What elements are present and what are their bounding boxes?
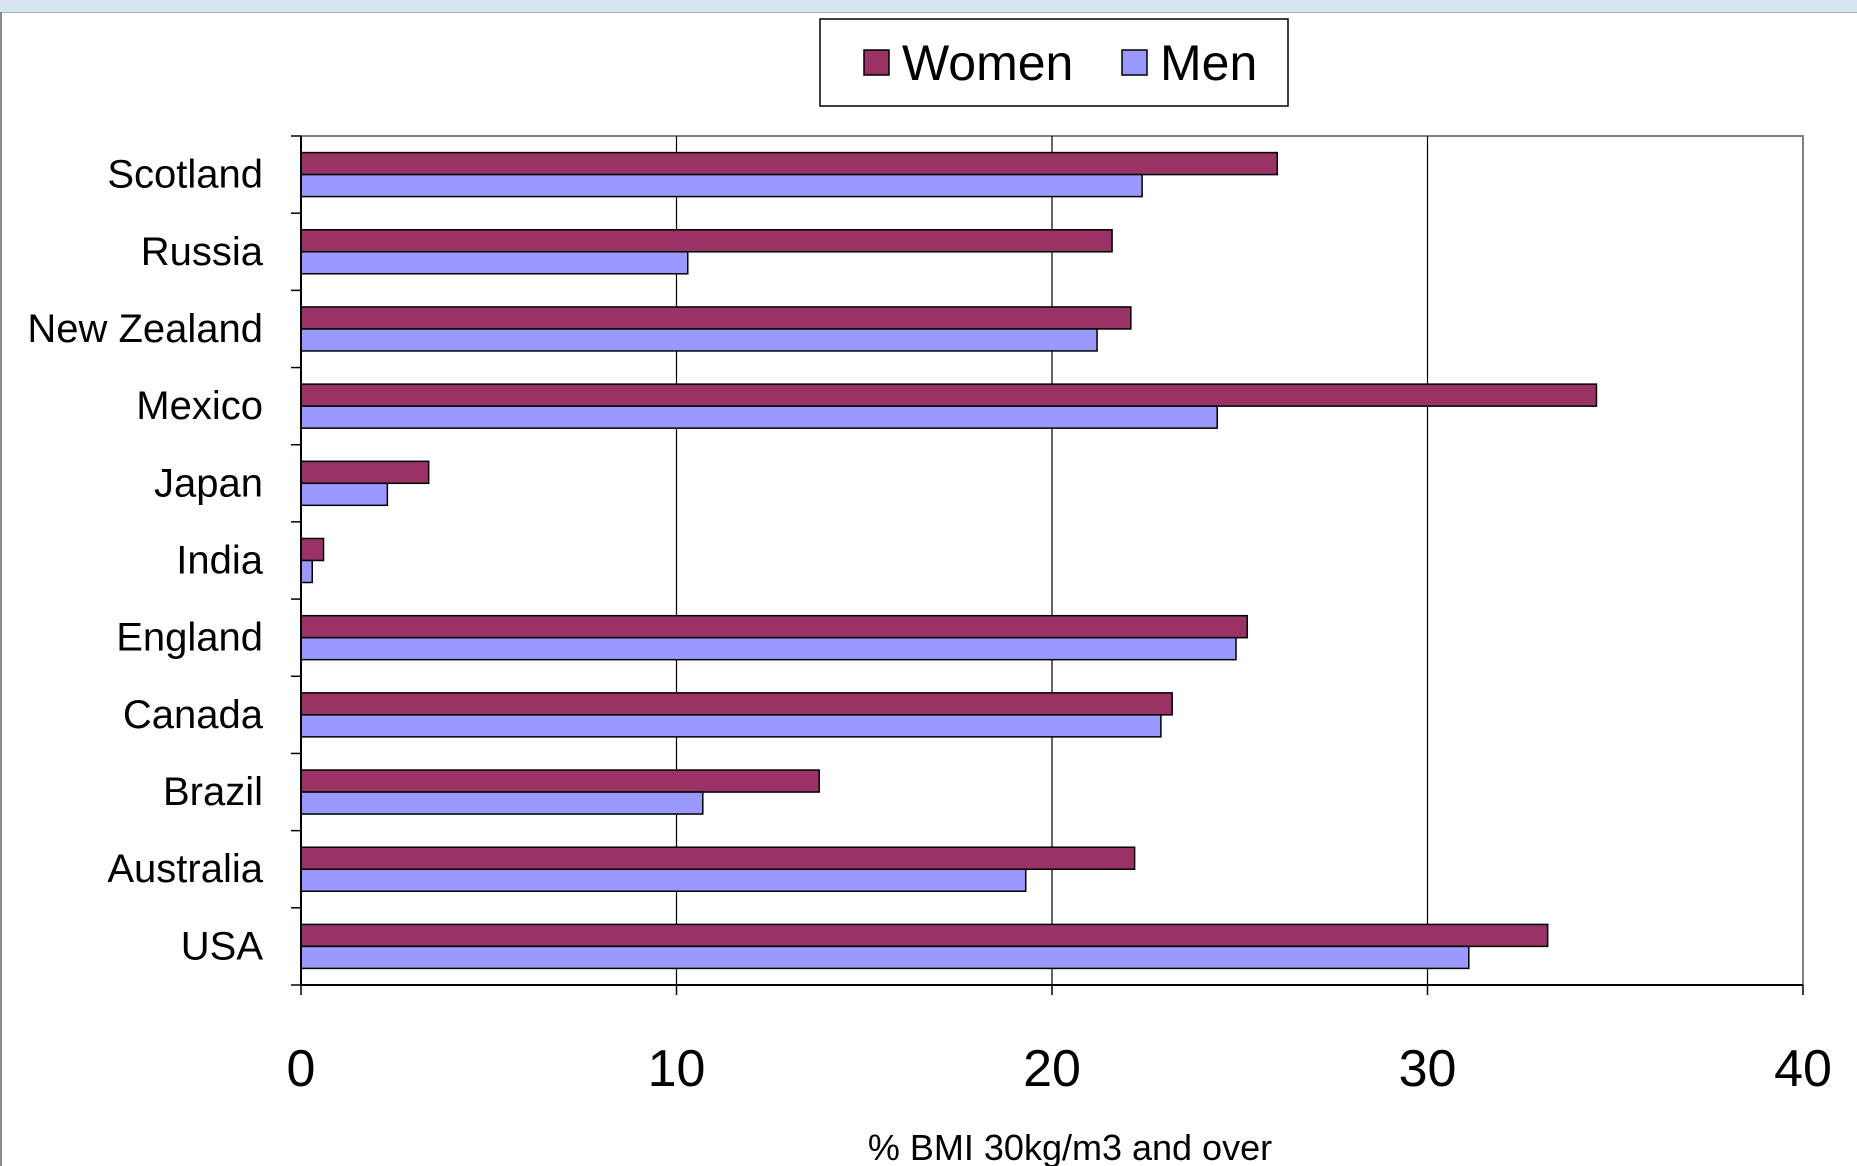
x-tick-label-30: 30 xyxy=(1399,1040,1457,1098)
bar-england-women xyxy=(300,614,1249,639)
bar-scotland-women xyxy=(300,151,1279,176)
bar-new-zealand-women xyxy=(300,306,1132,330)
x-tick-label-10: 10 xyxy=(648,1040,706,1098)
bar-russia-women xyxy=(300,229,1113,253)
category-label-scotland: Scotland xyxy=(107,153,263,197)
bar-brazil-women xyxy=(300,769,820,793)
bar-usa-men xyxy=(300,945,1470,970)
legend-swatch-women xyxy=(863,49,890,76)
category-label-australia: Australia xyxy=(107,847,263,891)
axes xyxy=(291,135,1804,995)
bar-mexico-women xyxy=(300,383,1598,407)
category-label-canada: Canada xyxy=(123,693,264,737)
bar-england-men xyxy=(300,636,1237,661)
category-label-russia: Russia xyxy=(141,230,264,274)
legend-label-women: Women xyxy=(902,35,1073,91)
bar-canada-men xyxy=(300,714,1162,738)
category-label-brazil: Brazil xyxy=(163,770,263,814)
chart-frame xyxy=(0,12,1857,1166)
legend: Women Men xyxy=(819,18,1289,107)
bar-russia-men xyxy=(300,251,689,275)
bar-scotland-men xyxy=(300,173,1143,198)
bar-australia-women xyxy=(300,846,1136,870)
x-tick-label-0: 0 xyxy=(287,1040,316,1098)
category-label-mexico: Mexico xyxy=(136,384,263,428)
bars xyxy=(300,151,1598,970)
legend-swatch-men xyxy=(1121,49,1148,76)
category-label-england: England xyxy=(116,616,263,660)
legend-box xyxy=(819,18,1289,107)
bar-new-zealand-men xyxy=(300,328,1098,352)
bar-japan-women xyxy=(300,460,430,485)
bar-canada-women xyxy=(300,692,1173,716)
legend-label-men: Men xyxy=(1160,35,1257,91)
x-tick-label-40: 40 xyxy=(1774,1040,1832,1098)
category-label-india: India xyxy=(176,539,263,583)
bar-australia-men xyxy=(300,868,1027,892)
category-label-new-zealand: New Zealand xyxy=(27,307,263,351)
category-labels: Scotland Russia New Zealand Mexico Japan Indi… xyxy=(27,153,263,969)
bar-mexico-men xyxy=(300,405,1218,429)
bar-india-men xyxy=(300,559,314,584)
bar-usa-women xyxy=(300,923,1549,948)
bar-brazil-men xyxy=(300,791,704,815)
x-tick-labels: 0 10 20 30 40 xyxy=(287,1040,1832,1098)
bar-japan-men xyxy=(300,482,389,507)
x-tick-label-20: 20 xyxy=(1023,1040,1081,1098)
category-label-japan: Japan xyxy=(154,461,263,505)
bar-india-women xyxy=(300,537,325,562)
window-top-strip xyxy=(0,0,1857,13)
category-label-usa: USA xyxy=(181,924,264,968)
x-axis-title: % BMI 30kg/m3 and over xyxy=(868,1127,1272,1166)
